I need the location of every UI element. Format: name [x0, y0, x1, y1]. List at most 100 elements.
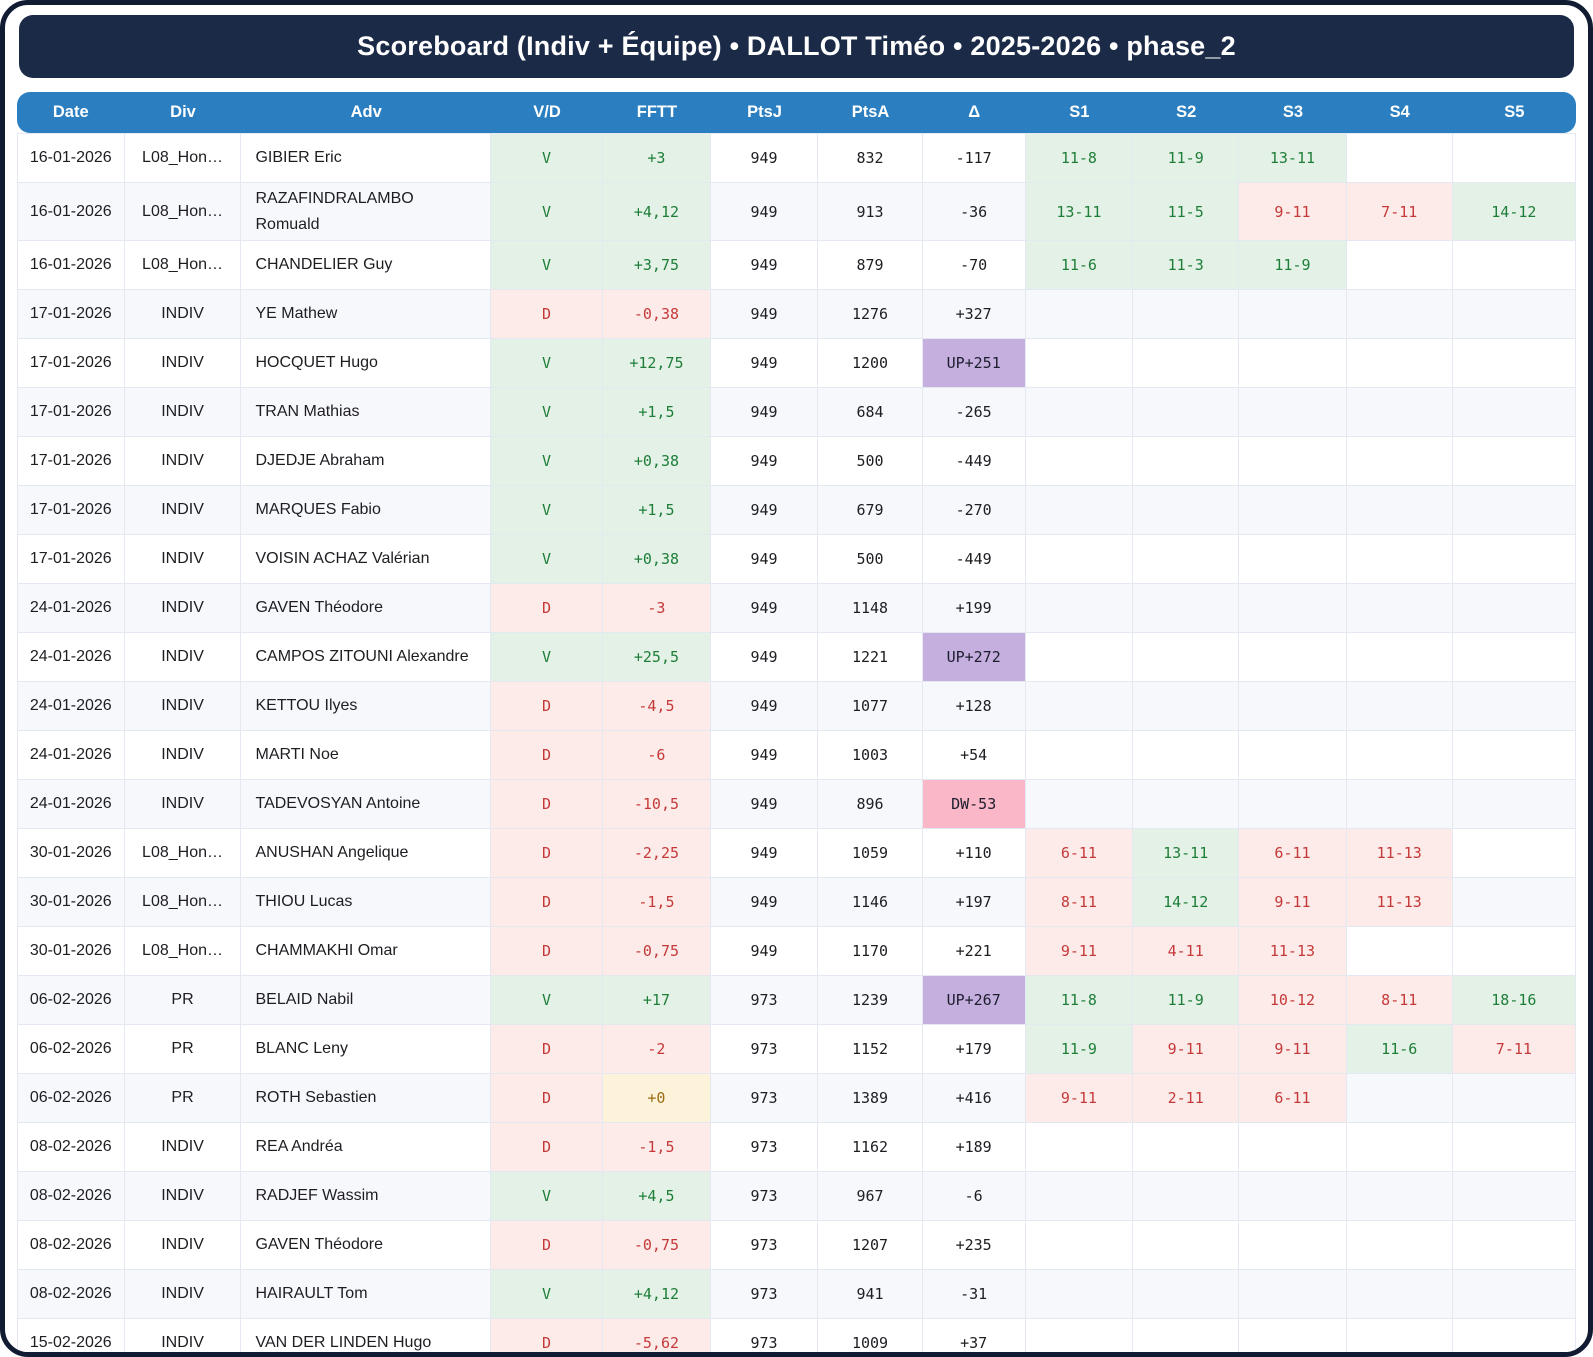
cell-vd: V — [490, 633, 604, 683]
cell-ptsa: 1059 — [818, 829, 923, 879]
cell-ptsj: 973 — [710, 976, 819, 1026]
table-row: 08-02-2026 INDIV REA Andréa D -1,5 973 1162 +18… — [17, 1123, 1576, 1173]
cell-adv: BLANC Leny — [241, 1025, 491, 1075]
cell-date: 17-01-2026 — [17, 290, 125, 340]
cell-set-3 — [1239, 584, 1347, 634]
cell-set-1 — [1025, 535, 1134, 585]
table-header-row: Date Div Adv V/D FFTT PtsJ PtsA Δ S1 S2 S3 S4 S5 — [17, 92, 1576, 133]
cell-set-1: 13-11 — [1025, 183, 1134, 242]
cell-delta: +221 — [922, 927, 1026, 977]
cell-date: 08-02-2026 — [17, 1221, 125, 1271]
cell-set-5: 14-12 — [1452, 183, 1576, 242]
cell-delta: +416 — [922, 1074, 1026, 1124]
cell-ptsa: 1276 — [818, 290, 923, 340]
cell-set-4: 8-11 — [1346, 976, 1453, 1026]
table-row: 08-02-2026 INDIV RADJEF Wassim V +4,5 973 967-… — [17, 1172, 1576, 1222]
cell-ptsj: 949 — [710, 780, 819, 830]
cell-adv: TADEVOSYAN Antoine — [241, 780, 491, 830]
cell-ptsa: 1162 — [818, 1123, 923, 1173]
cell-div: PR — [124, 1025, 242, 1075]
cell-set-4 — [1346, 1123, 1453, 1173]
cell-ptsa: 1207 — [818, 1221, 923, 1271]
cell-fftt: +0,38 — [603, 437, 711, 487]
cell-set-1 — [1025, 682, 1134, 732]
cell-date: 17-01-2026 — [17, 437, 125, 487]
cell-fftt: -0,38 — [603, 290, 711, 340]
cell-delta: UP+251 — [922, 339, 1026, 389]
cell-vd: D — [490, 290, 604, 340]
cell-adv: VAN DER LINDEN Hugo — [241, 1319, 491, 1352]
cell-vd: V — [490, 133, 604, 183]
cell-ptsj: 973 — [710, 1074, 819, 1124]
cell-set-5: 7-11 — [1452, 1025, 1576, 1075]
cell-fftt: +17 — [603, 976, 711, 1026]
cell-set-5 — [1452, 339, 1576, 389]
column-header-ptsj: PtsJ — [710, 92, 819, 133]
page-title: Scoreboard (Indiv + Équipe) • DALLOT Tim… — [19, 15, 1574, 78]
cell-ptsa: 832 — [818, 133, 923, 183]
cell-fftt: +25,5 — [603, 633, 711, 683]
cell-fftt: -1,5 — [603, 1123, 711, 1173]
cell-set-4 — [1346, 927, 1453, 977]
cell-vd: V — [490, 976, 604, 1026]
cell-set-1: 8-11 — [1025, 878, 1134, 928]
cell-div: PR — [124, 1074, 242, 1124]
cell-vd: V — [490, 1172, 604, 1222]
cell-set-3 — [1239, 535, 1347, 585]
cell-set-3 — [1239, 437, 1347, 487]
table-row: 15-02-2026 INDIV VAN DER LINDEN Hugo D -5,62… — [17, 1319, 1576, 1352]
cell-div: PR — [124, 976, 242, 1026]
cell-set-5 — [1452, 1123, 1576, 1173]
cell-ptsa: 1389 — [818, 1074, 923, 1124]
table-row: 24-01-2026 INDIV TADEVOSYAN Antoine D -10,5 9… — [17, 780, 1576, 830]
cell-set-1 — [1025, 290, 1134, 340]
cell-date: 30-01-2026 — [17, 927, 125, 977]
cell-delta: -117 — [922, 133, 1026, 183]
cell-set-5 — [1452, 133, 1576, 183]
cell-ptsa: 913 — [818, 183, 923, 242]
cell-set-2: 11-9 — [1133, 133, 1240, 183]
cell-div: INDIV — [125, 1319, 242, 1352]
cell-div: INDIV — [124, 1270, 242, 1320]
cell-delta: +128 — [922, 682, 1026, 732]
cell-set-1: 6-11 — [1025, 829, 1134, 879]
table-row: 17-01-2026 INDIV HOCQUET Hugo V +12,75 949 120… — [17, 339, 1576, 389]
cell-date: 24-01-2026 — [17, 731, 125, 781]
cell-adv: RADJEF Wassim — [241, 1172, 491, 1222]
cell-ptsa: 684 — [818, 388, 923, 438]
cell-vd: V — [490, 241, 604, 291]
cell-delta: -70 — [922, 241, 1026, 291]
table-row: 06-02-2026 PR BLANC Leny D -2 973 1152 +179 11-9… — [17, 1025, 1576, 1075]
cell-ptsj: 949 — [710, 584, 819, 634]
cell-adv: YE Mathew — [241, 290, 491, 340]
cell-ptsa: 1239 — [818, 976, 923, 1026]
cell-adv: HOCQUET Hugo — [241, 339, 491, 389]
cell-div: INDIV — [124, 1221, 242, 1271]
cell-set-2 — [1133, 437, 1240, 487]
cell-set-2 — [1133, 584, 1240, 634]
cell-adv: GIBIER Eric — [241, 133, 491, 183]
cell-ptsj: 949 — [710, 241, 819, 291]
cell-set-4 — [1346, 241, 1453, 291]
cell-div: INDIV — [124, 682, 242, 732]
table-row: 24-01-2026 INDIV CAMPOS ZITOUNI Alexandre V… — [17, 633, 1576, 683]
cell-delta: -265 — [922, 388, 1026, 438]
cell-ptsa: 879 — [818, 241, 923, 291]
cell-set-1: 9-11 — [1025, 1074, 1134, 1124]
column-header-adv: Adv — [241, 92, 491, 133]
cell-set-5 — [1452, 1270, 1576, 1320]
cell-set-3 — [1239, 1221, 1347, 1271]
cell-adv: TRAN Mathias — [241, 388, 491, 438]
cell-div: INDIV — [124, 584, 242, 634]
cell-set-2 — [1133, 1221, 1240, 1271]
cell-adv: GAVEN Théodore — [241, 584, 491, 634]
cell-set-3 — [1239, 1270, 1347, 1320]
cell-adv: ANUSHAN Angelique — [241, 829, 491, 879]
cell-set-4 — [1346, 133, 1453, 183]
cell-ptsj: 949 — [710, 829, 819, 879]
table-row: 16-01-2026 L08_Hon… CHANDELIER Guy V +3,75 94… — [17, 241, 1576, 291]
cell-adv: CHAMMAKHI Omar — [241, 927, 491, 977]
cell-delta: +199 — [922, 584, 1026, 634]
cell-div: L08_Hon… — [124, 133, 242, 183]
